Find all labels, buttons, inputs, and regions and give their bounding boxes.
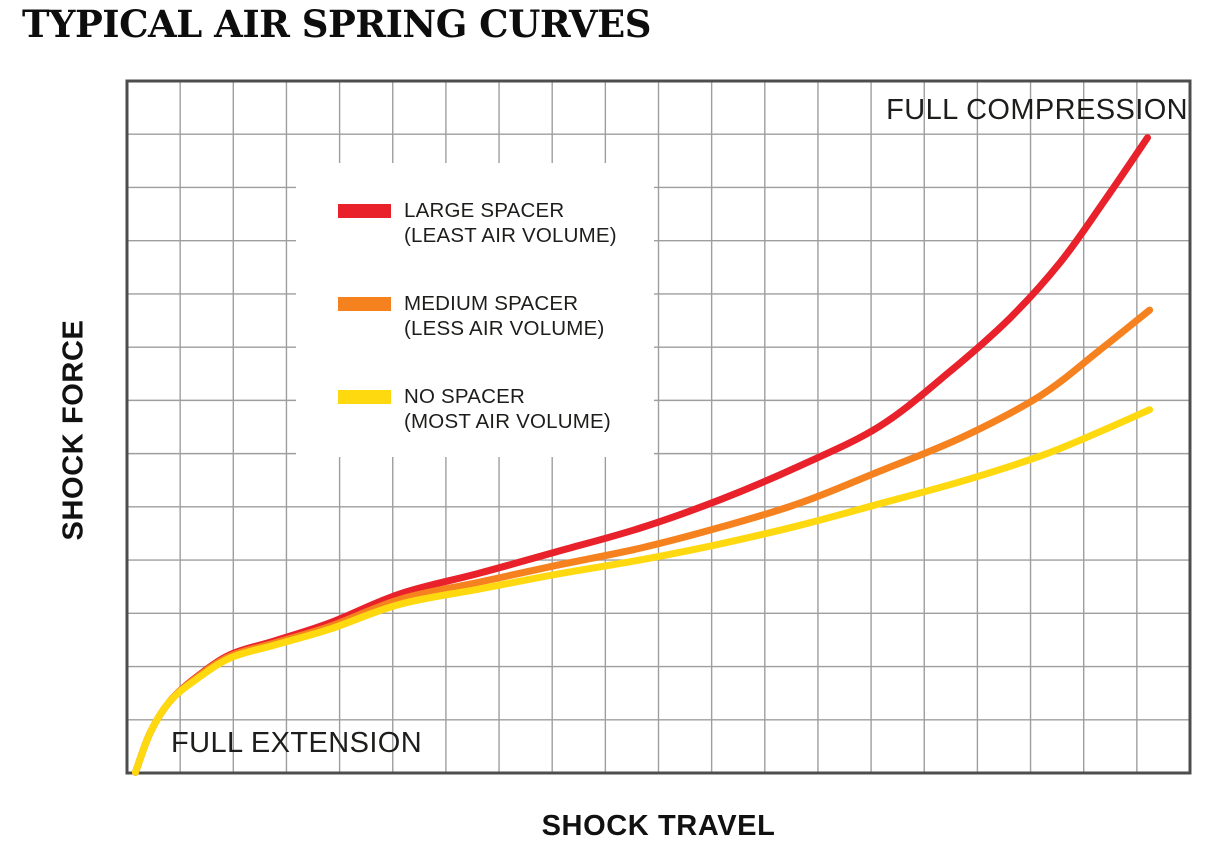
grid-lines [127, 81, 1190, 773]
legend-label-medium-spacer: MEDIUM SPACER (LESS AIR VOLUME) [404, 291, 604, 341]
legend-swatch-no-spacer [338, 390, 391, 404]
legend-item-large-spacer: LARGE SPACER (LEAST AIR VOLUME) [338, 198, 617, 248]
legend-swatch-medium-spacer [338, 297, 391, 311]
legend-label-large-spacer: LARGE SPACER (LEAST AIR VOLUME) [404, 198, 617, 248]
legend-label-no-spacer: NO SPACER (MOST AIR VOLUME) [404, 384, 611, 434]
legend: LARGE SPACER (LEAST AIR VOLUME) MEDIUM S… [296, 163, 654, 457]
x-axis-label: SHOCK TRAVEL [541, 810, 776, 842]
legend-swatch-large-spacer [338, 204, 391, 218]
legend-item-medium-spacer: MEDIUM SPACER (LESS AIR VOLUME) [338, 291, 604, 341]
chart-title: TYPICAL AIR SPRING CURVES [22, 2, 651, 46]
y-axis-label: SHOCK FORCE [57, 319, 90, 541]
full-compression-label: FULL COMPRESSION [886, 94, 1188, 126]
plot-border [125, 79, 1192, 775]
full-extension-label: FULL EXTENSION [171, 727, 423, 759]
legend-label-line2: (LEAST AIR VOLUME) [404, 224, 617, 247]
legend-item-no-spacer: NO SPACER (MOST AIR VOLUME) [338, 384, 611, 434]
legend-label-line1: LARGE SPACER [404, 199, 565, 222]
legend-label-line2: (MOST AIR VOLUME) [404, 410, 611, 433]
legend-label-line1: NO SPACER [404, 385, 526, 408]
legend-label-line2: (LESS AIR VOLUME) [404, 317, 605, 340]
legend-label-line1: MEDIUM SPACER [404, 292, 579, 315]
curve-no-spacer [132, 406, 1154, 776]
